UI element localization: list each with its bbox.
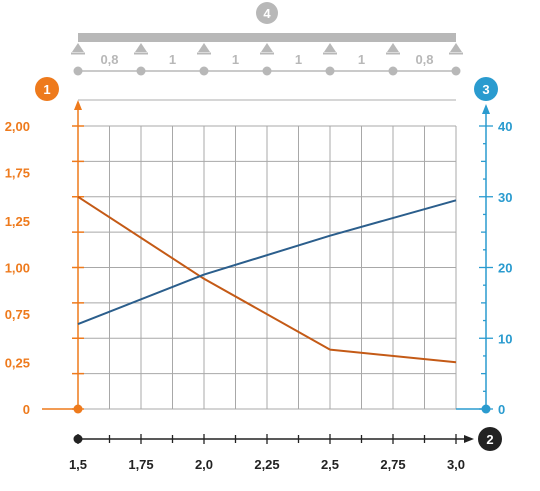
right-axis-tick-label: 40 <box>498 119 512 134</box>
beam-badge <box>256 2 278 24</box>
left-axis-arrowhead <box>74 100 82 110</box>
x-axis-arrowhead <box>464 435 474 443</box>
beam-span-label: 1 <box>169 52 176 67</box>
beam-support-triangle <box>324 43 336 52</box>
right-axis-origin-dot <box>481 404 491 414</box>
x-axis-tick-label: 3,0 <box>447 457 465 472</box>
beam-diagram: 4 0,8 1 1 1 1 0,8 <box>71 2 463 101</box>
left-axis-tick-label: 0 <box>23 402 30 417</box>
beam-dimension-dot <box>73 66 83 76</box>
right-axis-arrowhead <box>482 104 490 114</box>
beam-span-labels: 0,8 1 1 1 1 0,8 <box>100 52 433 67</box>
right-axis-tick-label: 20 <box>498 261 512 276</box>
left-axis-tick-label: 0,75 <box>5 307 30 322</box>
series-line-right-axis <box>77 199 457 326</box>
right-axis-badge-label: 3 <box>482 82 489 97</box>
grid <box>77 125 457 410</box>
right-axis-badge: 3 <box>474 77 498 101</box>
left-axis-badge-label: 1 <box>43 82 50 97</box>
x-axis-tick-label: 1,75 <box>128 457 153 472</box>
beam-dimension-dot <box>262 66 272 76</box>
beam-supports <box>71 43 463 55</box>
x-axis-badge-label: 2 <box>486 432 493 447</box>
left-axis: 0 0,25 0,75 1,00 1,25 1,75 2,00 <box>5 100 84 417</box>
left-axis-tick-label: 1,25 <box>5 214 30 229</box>
beam-support-triangle <box>72 43 84 52</box>
beam-span-label: 1 <box>295 52 302 67</box>
series-line-left-axis <box>77 195 457 364</box>
beam-dimension-dot <box>136 66 146 76</box>
x-axis: 1,5 1,75 2,0 2,25 2,5 2,75 3,0 <box>69 434 474 472</box>
beam-badge-label: 4 <box>263 6 271 21</box>
x-axis-origin-dot <box>73 434 83 444</box>
left-axis-tick-label: 2,00 <box>5 119 30 134</box>
x-axis-tick-label: 2,5 <box>321 457 339 472</box>
x-axis-tick-label: 2,25 <box>254 457 279 472</box>
x-axis-tick-label: 2,75 <box>380 457 405 472</box>
left-axis-tick-label: 1,00 <box>5 261 30 276</box>
beam-support-triangle <box>198 43 210 52</box>
beam-span-label: 1 <box>232 52 239 67</box>
beam-support-triangle <box>135 43 147 52</box>
beam-support-triangle <box>450 43 462 52</box>
beam-dimension-dot <box>451 66 461 76</box>
left-axis-origin-dot <box>73 404 83 414</box>
beam-dimension-markers <box>73 66 461 76</box>
right-axis-tick-label: 0 <box>498 402 505 417</box>
x-axis-tick-label: 2,0 <box>195 457 213 472</box>
left-axis-badge: 1 <box>35 77 59 101</box>
beam-bar <box>78 33 456 42</box>
beam-dimension-dot <box>388 66 398 76</box>
right-axis-tick-label: 10 <box>498 331 512 346</box>
beam-dimension-dot <box>199 66 209 76</box>
beam-dimension-dot <box>325 66 335 76</box>
x-axis-badge: 2 <box>478 427 502 451</box>
left-axis-tick-label: 0,25 <box>5 355 30 370</box>
beam-support-triangle <box>387 43 399 52</box>
beam-support-triangle <box>261 43 273 52</box>
beam-span-label: 0,8 <box>100 52 118 67</box>
right-axis: 0 10 20 30 40 <box>456 104 512 417</box>
series-lines <box>77 195 457 364</box>
x-axis-tick-label: 1,5 <box>69 457 87 472</box>
left-axis-tick-label: 1,75 <box>5 166 30 181</box>
beam-span-label: 1 <box>358 52 365 67</box>
beam-span-label: 0,8 <box>415 52 433 67</box>
right-axis-tick-label: 30 <box>498 190 512 205</box>
